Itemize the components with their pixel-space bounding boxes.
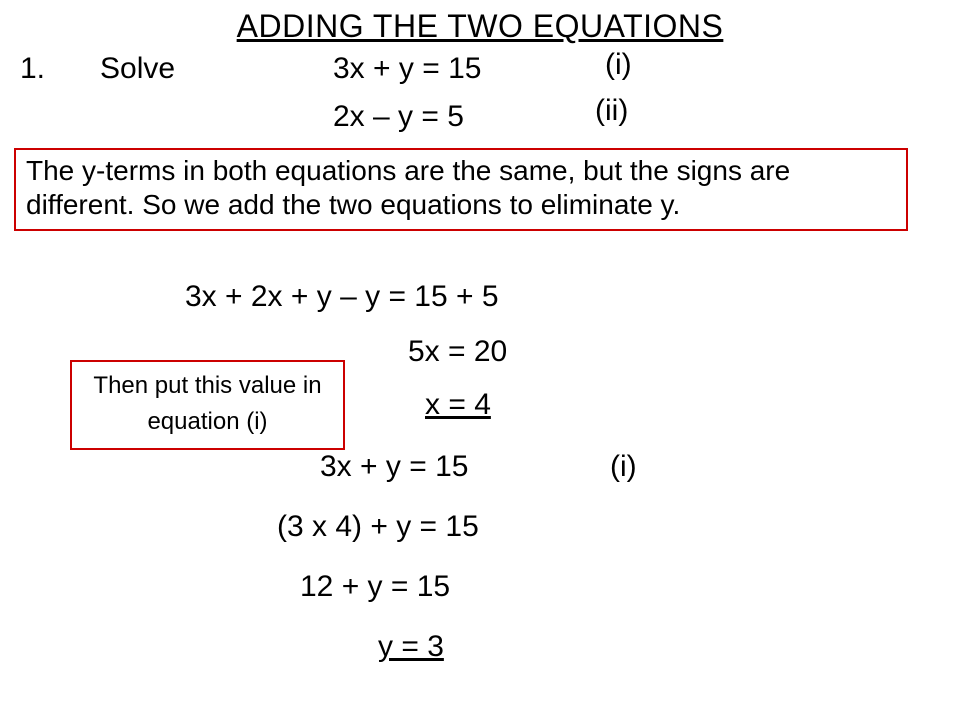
slide: ADDING THE TWO EQUATIONS 1. Solve 3x + y… <box>0 0 960 720</box>
solve-label: Solve <box>100 52 175 86</box>
substitute-step-3: 12 + y = 15 <box>300 570 450 604</box>
instruction-box: Then put this value in equation (i) <box>70 360 345 450</box>
added-equation: 3x + 2x + y – y = 15 + 5 <box>185 280 499 314</box>
substitute-step-2: (3 x 4) + y = 15 <box>277 510 479 544</box>
instruction-line-2: equation (i) <box>147 408 267 435</box>
simplified-equation: 5x = 20 <box>408 335 507 369</box>
equation-1-label: (i) <box>605 48 632 82</box>
substitute-eq-i: 3x + y = 15 <box>320 450 468 484</box>
substitute-eq-i-label: (i) <box>610 450 637 484</box>
solution-y: y = 3 <box>378 630 444 664</box>
page-title: ADDING THE TWO EQUATIONS <box>0 8 960 45</box>
equation-1: 3x + y = 15 <box>333 52 481 86</box>
explanation-box: The y-terms in both equations are the sa… <box>14 148 908 231</box>
solution-x: x = 4 <box>425 388 491 422</box>
instruction-line-1: Then put this value in <box>93 372 321 399</box>
problem-number: 1. <box>20 52 45 86</box>
equation-2: 2x – y = 5 <box>333 100 464 134</box>
equation-2-label: (ii) <box>595 94 628 128</box>
